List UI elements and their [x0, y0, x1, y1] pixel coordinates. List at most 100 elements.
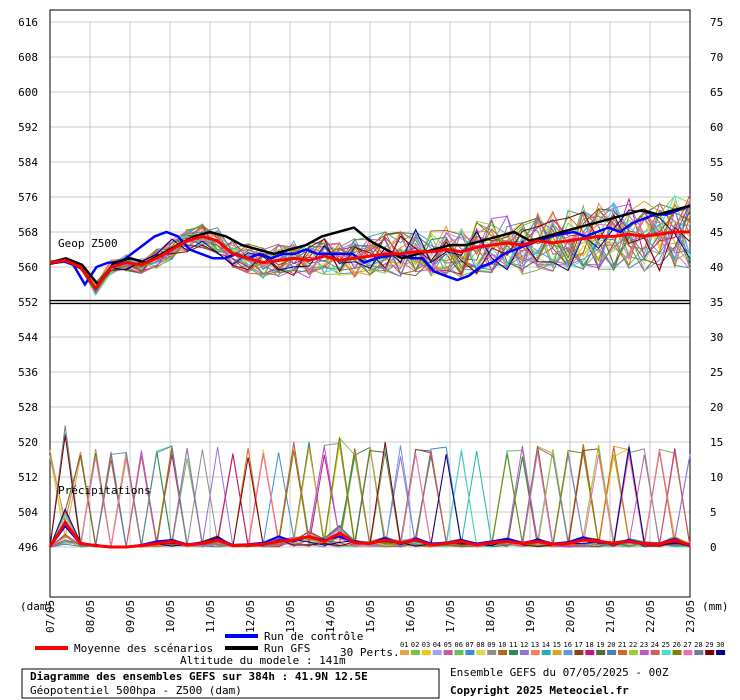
x-tick: 21/05 — [604, 600, 617, 633]
y-tick-right: 15 — [710, 436, 723, 449]
member-swatch — [628, 650, 638, 655]
y-tick-right: 55 — [710, 156, 723, 169]
member-swatch — [432, 650, 442, 655]
member-swatch — [596, 650, 606, 655]
member-id: 21 — [618, 641, 626, 649]
x-tick: 15/05 — [364, 600, 377, 633]
legend-gfs-label: Run GFS — [264, 642, 310, 655]
member-id: 24 — [651, 641, 659, 649]
member-id: 07 — [465, 641, 473, 649]
altitude-label: Altitude du modele : 141m — [180, 654, 346, 667]
y-tick-left: 600 — [18, 86, 38, 99]
y-tick-left: 616 — [18, 16, 38, 29]
y-tick-right: 40 — [710, 261, 723, 274]
y-tick-right: 5 — [710, 506, 717, 519]
y-tick-right: 35 — [710, 296, 723, 309]
member-swatch — [650, 650, 660, 655]
member-swatch — [541, 650, 551, 655]
member-id: 28 — [694, 641, 702, 649]
reference-line-552 — [50, 299, 690, 305]
member-swatch — [574, 650, 584, 655]
member-id: 06 — [455, 641, 463, 649]
legend-control-label: Run de contrôle — [264, 630, 363, 643]
y-tick-left: 512 — [18, 471, 38, 484]
member-id: 12 — [520, 641, 528, 649]
x-tick: 18/05 — [484, 600, 497, 633]
member-swatch — [661, 650, 671, 655]
member-id: 10 — [498, 641, 506, 649]
perts-label: 30 Perts. — [340, 646, 400, 659]
y-tick-right: 30 — [710, 331, 723, 344]
member-geop-line — [49, 209, 691, 294]
x-tick: 22/05 — [644, 600, 657, 633]
member-swatch — [410, 650, 420, 655]
x-tick: 14/05 — [324, 600, 337, 633]
legend-mean-label: Moyenne des scénarios — [74, 642, 213, 655]
copyright-label: Copyright 2025 Meteociel.fr — [450, 684, 629, 697]
x-tick: 16/05 — [404, 600, 417, 633]
y-tick-right: 60 — [710, 121, 723, 134]
y-tick-left: 560 — [18, 261, 38, 274]
y-tick-left: 528 — [18, 401, 38, 414]
member-id: 19 — [596, 641, 604, 649]
member-id: 09 — [487, 641, 495, 649]
member-geop-line — [49, 194, 691, 285]
member-id: 26 — [673, 641, 681, 649]
member-id: 23 — [640, 641, 648, 649]
member-swatch — [563, 650, 573, 655]
axes: 6166086005925845765685605525445365285205… — [18, 16, 723, 633]
member-swatch — [672, 650, 682, 655]
member-swatch — [716, 650, 726, 655]
precip-annotation: Précipitations — [58, 484, 151, 497]
member-geop-line — [49, 208, 691, 287]
y-tick-right: 50 — [710, 191, 723, 204]
geop-annotation: Geop Z500 — [58, 237, 118, 250]
member-id: 20 — [607, 641, 615, 649]
x-tick: 23/05 — [684, 600, 697, 633]
member-id: 15 — [553, 641, 561, 649]
y-tick-left: 568 — [18, 226, 38, 239]
member-swatch — [694, 650, 704, 655]
member-swatch — [443, 650, 453, 655]
y-tick-right: 25 — [710, 366, 723, 379]
member-swatch — [498, 650, 508, 655]
member-id: 01 — [400, 641, 408, 649]
member-id: 11 — [509, 641, 517, 649]
member-geop-line — [49, 211, 691, 289]
y-tick-left: 592 — [18, 121, 38, 134]
x-tick: 13/05 — [284, 600, 297, 633]
member-swatch — [421, 650, 431, 655]
member-swatch — [476, 650, 486, 655]
member-swatch — [639, 650, 649, 655]
member-swatch — [487, 650, 497, 655]
mean-geop-line — [49, 230, 690, 292]
y-tick-right: 20 — [710, 401, 723, 414]
legend: Run de contrôle Run GFS Moyenne des scén… — [35, 630, 726, 667]
member-id: 08 — [476, 641, 484, 649]
control-geop-line — [49, 204, 691, 287]
x-tick: 20/05 — [564, 600, 577, 633]
main-series — [48, 204, 691, 549]
x-tick: 09/05 — [124, 600, 137, 633]
y-tick-right: 75 — [710, 16, 723, 29]
member-id: 30 — [716, 641, 724, 649]
x-tick: 10/05 — [164, 600, 177, 633]
footer-box — [21, 668, 440, 699]
y-tick-left: 608 — [18, 51, 38, 64]
member-id: 03 — [422, 641, 430, 649]
y-tick-left: 544 — [18, 331, 38, 344]
y-tick-right: 0 — [710, 541, 717, 554]
x-tick: 07/05 — [44, 600, 57, 633]
member-id: 04 — [433, 641, 441, 649]
x-tick: 12/05 — [244, 600, 257, 633]
member-id: 27 — [683, 641, 691, 649]
member-swatch — [683, 650, 693, 655]
x-tick: 17/05 — [444, 600, 457, 633]
y-tick-left: 552 — [18, 296, 38, 309]
member-swatch — [454, 650, 464, 655]
footer-subtitle: Géopotentiel 500hpa - Z500 (dam) — [30, 684, 242, 697]
y-tick-left: 584 — [18, 156, 38, 169]
member-swatch — [585, 650, 595, 655]
member-id: 05 — [444, 641, 452, 649]
